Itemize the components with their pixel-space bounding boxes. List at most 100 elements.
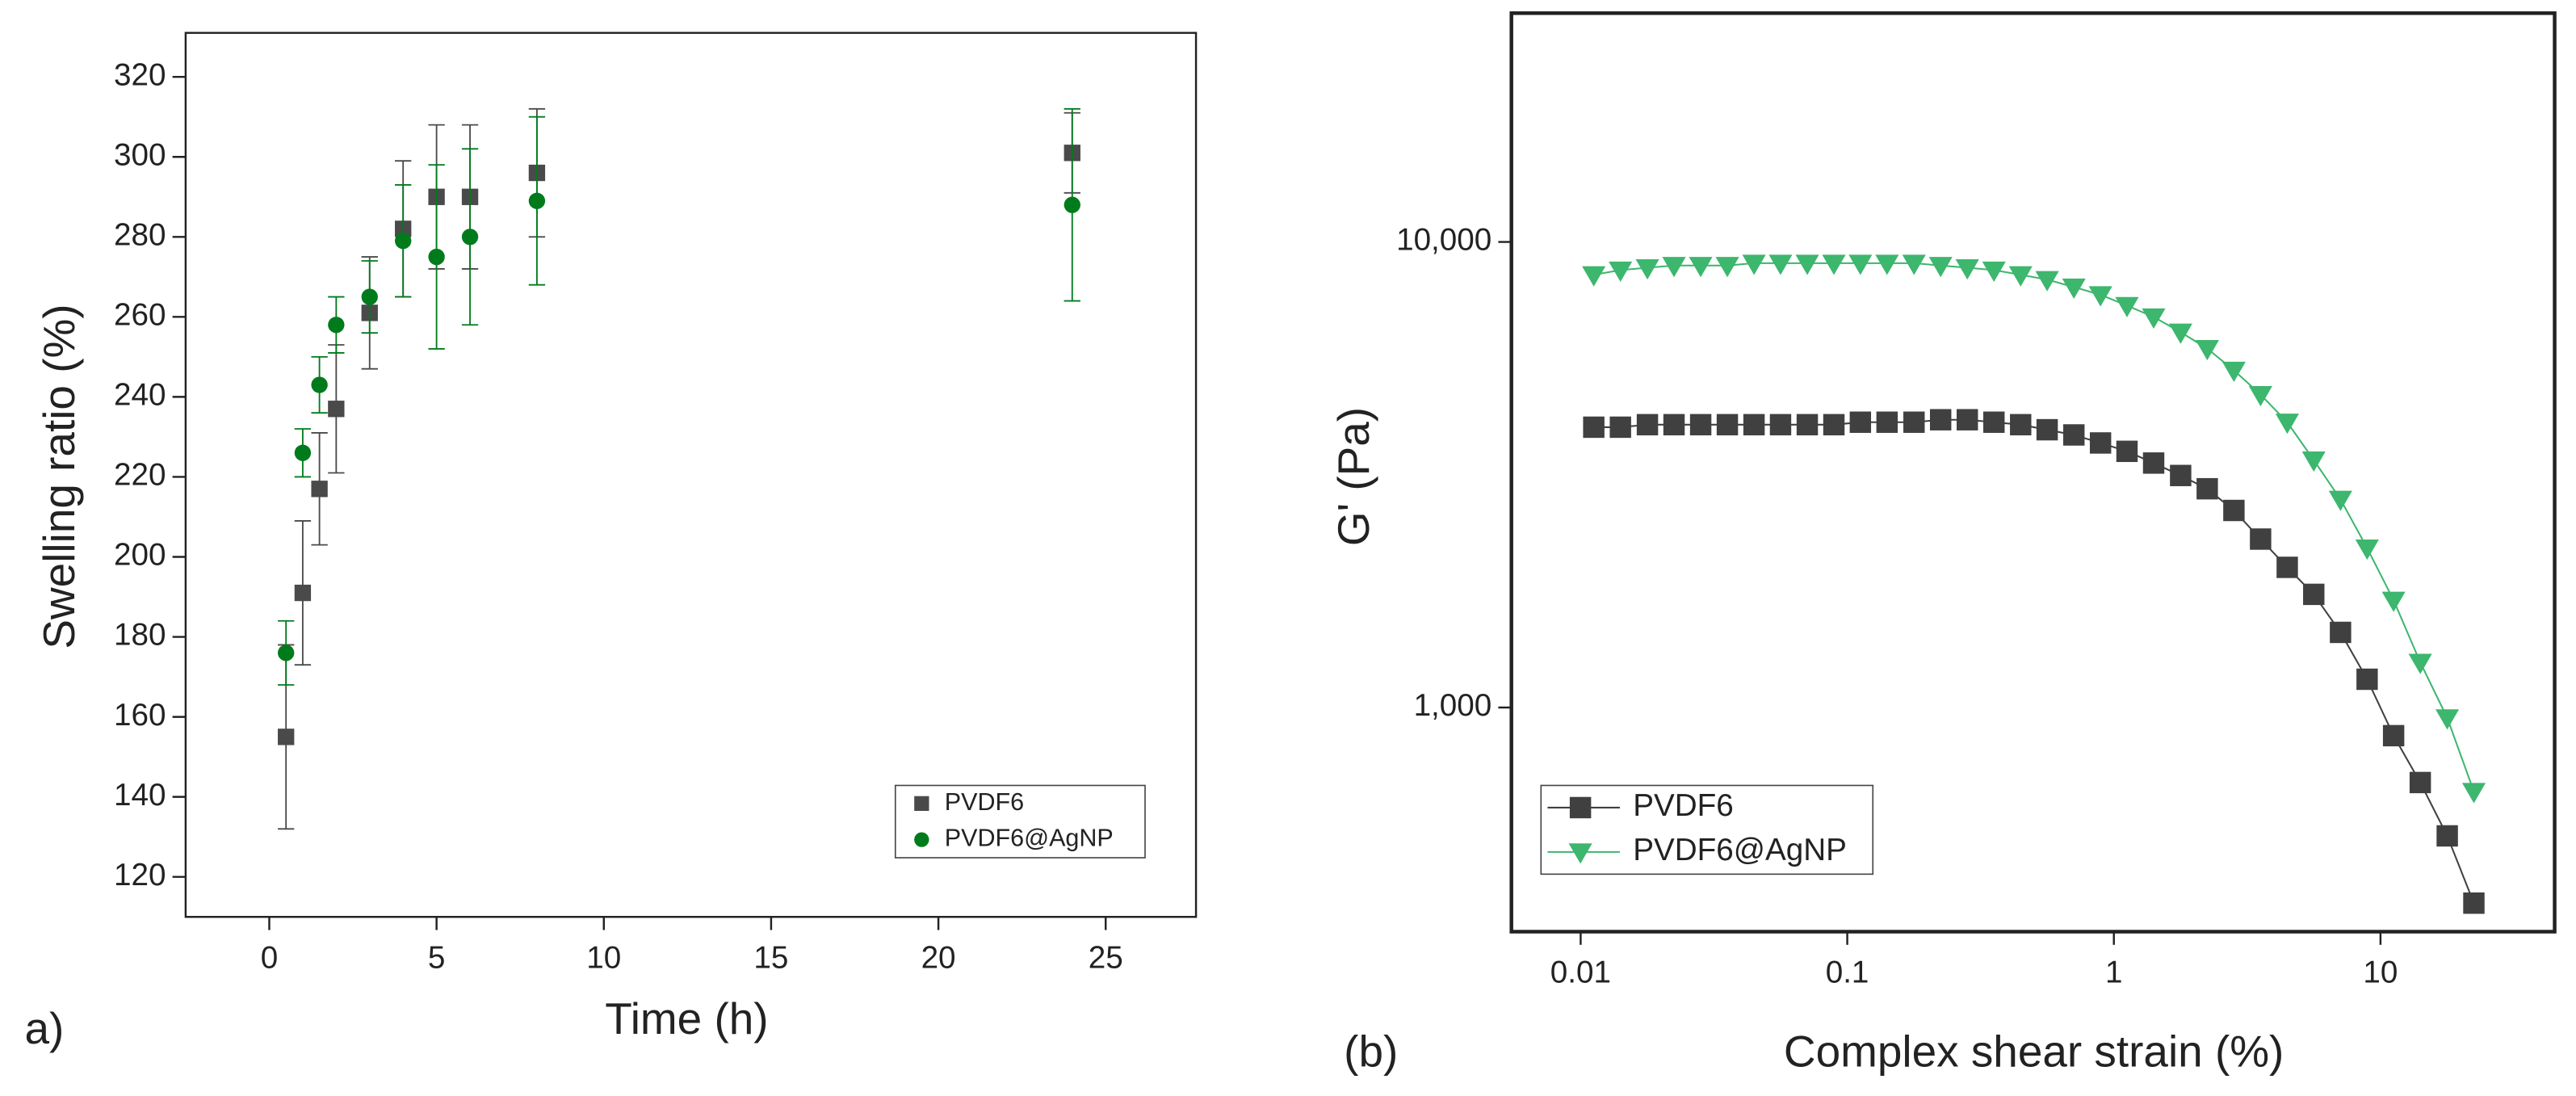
legend-marker (1568, 843, 1592, 864)
marker (361, 288, 378, 305)
x-tick-label: 0.01 (1550, 955, 1611, 990)
marker (1768, 254, 1793, 275)
y-tick-label: 280 (114, 217, 166, 252)
marker (311, 376, 328, 393)
marker (294, 584, 312, 602)
marker (2275, 414, 2299, 435)
plot-frame (1509, 11, 2557, 934)
marker (2409, 771, 2431, 794)
x-tick-label: 5 (428, 940, 446, 975)
marker (311, 481, 328, 498)
marker (2035, 271, 2059, 292)
marker (1795, 254, 1819, 275)
marker (2062, 424, 2085, 446)
legend-marker (914, 832, 929, 847)
marker (2195, 340, 2219, 361)
legend-label: PVDF6 (945, 788, 1024, 816)
marker (1796, 414, 1819, 436)
marker (2036, 418, 2058, 441)
y-axis-title: G' (Pa) (1328, 407, 1378, 546)
marker (2010, 414, 2032, 436)
marker (1742, 254, 1766, 275)
marker (1662, 257, 1686, 278)
legend-label: PVDF6 (1633, 788, 1734, 823)
marker (1635, 258, 1659, 280)
marker (1609, 416, 1631, 439)
marker (1955, 258, 1979, 280)
marker (2223, 499, 2245, 522)
y-tick-label: 160 (114, 698, 166, 733)
marker (1582, 266, 1606, 287)
marker (2142, 308, 2166, 329)
marker (1663, 414, 1685, 436)
marker (2301, 451, 2326, 472)
y-tick-label: 1,000 (1414, 688, 1492, 723)
marker (2436, 825, 2458, 847)
marker (2248, 385, 2272, 407)
x-tick-label: 15 (753, 940, 788, 975)
marker (278, 729, 295, 745)
marker (1609, 261, 1633, 282)
marker (1689, 257, 1713, 278)
marker (2330, 621, 2352, 644)
legend-label: PVDF6@AgNP (945, 825, 1114, 852)
marker (2221, 361, 2246, 383)
marker (2168, 323, 2192, 344)
marker (2142, 452, 2165, 474)
x-tick-label: 10 (2363, 955, 2398, 990)
marker (328, 401, 345, 418)
marker (278, 645, 295, 661)
marker (2062, 278, 2086, 299)
x-axis-title: Time (h) (605, 993, 768, 1044)
marker (1848, 254, 1873, 275)
x-tick-label: 0 (261, 940, 279, 975)
series-line (1593, 262, 2475, 792)
x-axis-title: Complex shear strain (%) (1784, 1027, 2284, 1077)
marker (2356, 668, 2378, 691)
marker (1743, 414, 1765, 436)
marker (2461, 783, 2486, 804)
legend-box (894, 784, 1146, 859)
marker (2250, 528, 2272, 550)
marker (1929, 409, 1952, 430)
x-tick-label: 1 (2105, 955, 2123, 990)
marker (2463, 892, 2485, 914)
marker (1583, 416, 1605, 439)
legend-marker (1569, 796, 1592, 819)
marker (294, 444, 312, 461)
marker (1849, 411, 1872, 433)
marker (1769, 414, 1792, 436)
marker (1823, 414, 1845, 436)
marker (2170, 464, 2192, 486)
marker (1064, 196, 1080, 213)
y-tick-label: 180 (114, 618, 166, 653)
marker (2196, 477, 2218, 500)
marker (2088, 286, 2112, 307)
marker (1903, 411, 1925, 433)
marker (1875, 254, 1899, 275)
legend-marker (914, 796, 929, 812)
panel-label: (b) (1344, 1027, 1398, 1077)
marker (2408, 653, 2432, 674)
marker (2355, 540, 2379, 561)
marker (2381, 591, 2406, 612)
marker (1715, 257, 1739, 278)
x-tick-label: 10 (586, 940, 621, 975)
marker (2328, 490, 2352, 511)
marker (1902, 254, 1926, 275)
x-tick-label: 25 (1089, 940, 1123, 975)
y-tick-label: 220 (114, 458, 166, 493)
x-tick-label: 0.1 (1826, 955, 1869, 990)
series-line (1593, 418, 2475, 904)
y-tick-label: 120 (114, 858, 166, 892)
marker (2116, 440, 2138, 463)
marker (2303, 583, 2325, 606)
y-tick-label: 240 (114, 378, 166, 413)
y-tick-label: 10,000 (1396, 223, 1491, 258)
marker (1822, 254, 1846, 275)
marker (2435, 709, 2460, 730)
marker (528, 192, 546, 209)
marker (1928, 257, 1953, 278)
